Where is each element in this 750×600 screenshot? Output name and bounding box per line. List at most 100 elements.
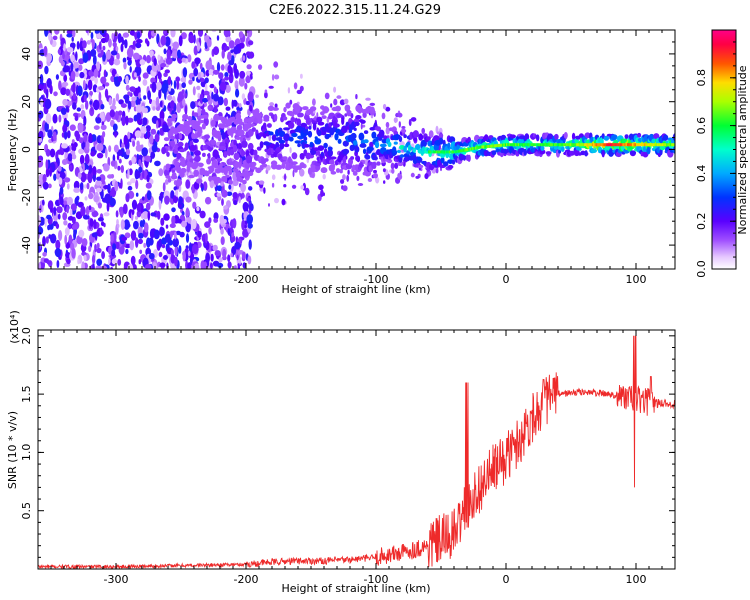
spectrogram-speckle bbox=[73, 230, 77, 240]
spectrogram-ridge-mark bbox=[213, 113, 220, 122]
spectrogram-ridge-mark bbox=[348, 128, 353, 134]
spectrogram-speckle bbox=[236, 124, 243, 131]
spectrogram-speckle bbox=[177, 91, 184, 103]
spectrogram-core-mark bbox=[594, 143, 596, 147]
spectrogram-ridge-mark bbox=[194, 150, 201, 157]
spectrogram-speckle bbox=[435, 125, 439, 134]
spectrogram-speckle bbox=[233, 265, 237, 269]
spectrogram-speckle bbox=[193, 45, 198, 56]
spectrogram-speckle bbox=[74, 130, 80, 138]
spectrogram-ridge-mark bbox=[214, 130, 221, 136]
spectrogram-core-mark bbox=[619, 143, 621, 147]
spectrogram-speckle bbox=[197, 106, 202, 118]
spectrogram-speckle bbox=[150, 151, 156, 159]
spectrogram-speckle bbox=[66, 33, 73, 38]
spectrogram-speckle bbox=[136, 31, 141, 39]
spectrogram-speckle bbox=[185, 196, 192, 203]
spectrogram-ridge-mark bbox=[206, 158, 212, 165]
spectrogram-core-mark bbox=[444, 150, 447, 154]
spectrogram-speckle bbox=[181, 220, 187, 228]
spectrogram-speckle bbox=[69, 164, 73, 171]
spectrogram-ridge-mark bbox=[467, 154, 471, 162]
spectrogram-core-mark bbox=[604, 143, 607, 147]
spectrogram-core-mark bbox=[647, 143, 650, 147]
spectrogram-speckle bbox=[122, 32, 130, 38]
spectrogram-core-mark bbox=[452, 150, 455, 154]
spectrogram-ridge-mark bbox=[249, 123, 255, 127]
spectrogram-speckle bbox=[393, 117, 398, 123]
spectrogram-speckle bbox=[234, 241, 241, 250]
spectrogram-speckle bbox=[130, 100, 136, 108]
spectrogram-speckle bbox=[271, 74, 275, 81]
snr-y-axis-label: SNR (10 * v/v) bbox=[6, 411, 19, 489]
spectrogram-ridge-mark bbox=[219, 145, 227, 150]
spectrogram-ridge-mark bbox=[246, 158, 253, 164]
spectrogram-core-mark bbox=[502, 143, 504, 147]
spectrogram-speckle bbox=[127, 117, 134, 123]
spectrogram-speckle bbox=[213, 218, 219, 223]
spectrogram-ridge-mark bbox=[308, 154, 315, 159]
spectrogram-speckle bbox=[121, 142, 125, 149]
spectrogram-speckle bbox=[47, 200, 54, 210]
spectrogram-speckle bbox=[100, 221, 105, 227]
spectrogram-core-mark bbox=[506, 143, 508, 147]
spectrogram-speckle bbox=[421, 127, 426, 135]
spectrogram-speckle bbox=[211, 30, 217, 33]
spectrogram-speckle bbox=[97, 217, 104, 222]
spectrogram-speckle bbox=[193, 67, 199, 77]
colorbar-ticks: 0.0 0.2 0.4 0.6 0.8 bbox=[695, 41, 736, 278]
spectrogram-ridge-mark bbox=[395, 133, 399, 141]
spectrogram-speckle bbox=[274, 74, 280, 80]
spectrogram-ridge-mark bbox=[539, 149, 546, 155]
spectrogram-speckle bbox=[112, 102, 116, 107]
spectrogram-speckle bbox=[191, 218, 197, 230]
spectrogram-speckle bbox=[375, 179, 379, 184]
spectrogram-core-mark bbox=[455, 150, 457, 154]
spectrogram-speckle bbox=[129, 86, 136, 92]
spectrogram-speckle bbox=[92, 99, 100, 111]
spectrogram-ridge-mark bbox=[398, 136, 403, 142]
spectrogram-speckle bbox=[134, 215, 139, 220]
spectrogram-core-mark bbox=[481, 145, 483, 149]
spectrogram-speckle bbox=[138, 92, 141, 99]
spectrogram-speckle bbox=[382, 168, 386, 173]
spectrogram-ridge-mark bbox=[180, 168, 187, 174]
spectrogram-speckle bbox=[199, 62, 203, 70]
spectrogram-speckle bbox=[72, 82, 76, 94]
spectrogram-speckle bbox=[45, 159, 49, 170]
spectrogram-core-mark bbox=[472, 147, 474, 150]
spectrogram-speckle bbox=[238, 103, 242, 108]
spectrogram-speckle bbox=[81, 238, 88, 247]
spectrogram-ridge-mark bbox=[335, 168, 341, 173]
spectrogram-speckle bbox=[163, 137, 170, 142]
spectrogram-core-mark bbox=[558, 143, 560, 147]
spectrogram-speckle bbox=[128, 160, 133, 166]
spectrogram-speckle bbox=[67, 216, 74, 221]
spectrogram-speckle bbox=[197, 92, 201, 99]
spectrogram-speckle bbox=[70, 70, 76, 80]
spectrogram-ridge-mark bbox=[288, 136, 294, 142]
spectrogram-speckle bbox=[172, 195, 179, 204]
spectrogram-speckle bbox=[236, 254, 239, 261]
snr-x-tick-label: 0 bbox=[503, 573, 510, 586]
spectrogram-core-mark bbox=[482, 145, 485, 149]
spectrogram-speckle bbox=[203, 181, 208, 192]
spectrogram-speckle bbox=[169, 230, 173, 238]
spectrogram-core-mark bbox=[550, 143, 552, 147]
spectrogram-speckle bbox=[180, 77, 186, 82]
spectrogram-ridge-mark bbox=[273, 113, 278, 122]
spectrogram-speckle bbox=[360, 123, 363, 130]
spectrogram-speckle bbox=[88, 245, 92, 253]
spectrogram-ridge-mark bbox=[197, 162, 204, 167]
spectrogram-x-tick-label: 0 bbox=[503, 273, 510, 286]
spectrogram-speckle bbox=[197, 72, 201, 80]
spectrogram-speckle bbox=[45, 236, 49, 244]
spectrogram-speckle bbox=[176, 79, 180, 90]
spectrogram-speckle bbox=[232, 218, 237, 229]
colorbar-tick-label: 0.4 bbox=[695, 165, 708, 183]
spectrogram-core-mark bbox=[490, 144, 492, 148]
spectrogram-core-mark bbox=[615, 143, 617, 147]
spectrogram-core-mark bbox=[602, 143, 604, 147]
spectrogram-speckle bbox=[58, 230, 63, 241]
